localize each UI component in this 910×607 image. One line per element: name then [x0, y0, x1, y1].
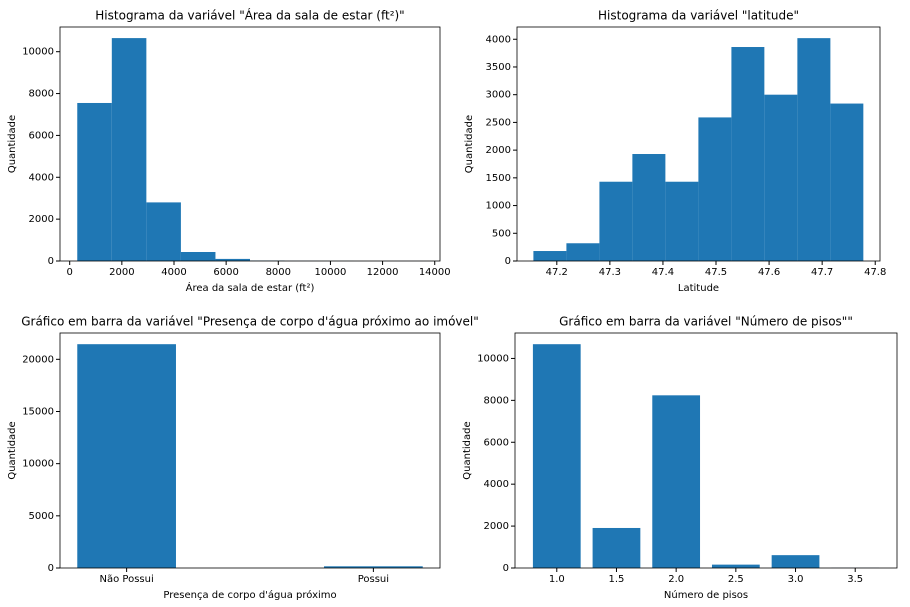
y-tick-label: 5000	[29, 511, 54, 522]
bar	[111, 38, 147, 262]
x-tick-label: 3.0	[788, 574, 804, 585]
x-tick-label: 2000	[109, 267, 134, 278]
x-tick-label: 14000	[419, 267, 451, 278]
bar	[698, 117, 732, 261]
y-tick-label: 1500	[486, 173, 511, 184]
chart-title: Histograma da variável "latitude"	[598, 9, 799, 23]
y-tick-label: 2000	[29, 214, 54, 225]
y-tick-label: 0	[48, 563, 54, 574]
y-tick-label: 15000	[22, 406, 54, 417]
bar	[324, 566, 423, 568]
bar	[533, 251, 567, 261]
x-tick-label: 47.7	[811, 267, 833, 278]
y-tick-label: 2000	[486, 145, 511, 156]
bar	[731, 47, 765, 262]
y-tick-label: 8000	[484, 395, 509, 406]
plot-frame	[514, 332, 898, 569]
x-tick-label: 4000	[161, 267, 186, 278]
y-tick-label: 10000	[477, 353, 509, 364]
bar	[566, 243, 600, 261]
bar	[711, 564, 760, 568]
bar	[632, 154, 666, 261]
y-tick-label: 0	[48, 256, 54, 267]
bar	[532, 344, 581, 568]
y-tick-label: 2500	[486, 117, 511, 128]
y-tick-label: 10000	[22, 459, 54, 470]
x-tick-label: 47.4	[652, 267, 674, 278]
y-tick-label: 3000	[486, 90, 511, 101]
bar	[77, 102, 112, 261]
y-tick-label: 20000	[22, 354, 54, 365]
x-tick-label: 1.0	[549, 574, 565, 585]
x-axis-label: Latitude	[678, 283, 719, 294]
y-tick-label: 6000	[29, 130, 54, 141]
bar	[797, 38, 831, 262]
bar	[764, 94, 798, 262]
x-tick-label: 12000	[367, 267, 399, 278]
x-tick-label: 10000	[315, 267, 347, 278]
y-tick-label: 0	[503, 563, 509, 574]
x-axis-label: Área da sala de estar (ft²)	[186, 281, 315, 294]
plot-frame	[516, 26, 881, 262]
y-tick-label: 4000	[484, 479, 509, 490]
x-tick-label: 47.2	[546, 267, 568, 278]
y-tick-label: 4000	[486, 34, 511, 45]
chart-title: Histograma da variável "Área da sala de …	[95, 8, 404, 23]
chart-title: Gráfico em barra da variável "Presença d…	[21, 315, 479, 329]
y-axis-label: Quantidade	[462, 421, 473, 479]
x-axis-label: Presença de corpo d'água próximo	[163, 589, 336, 601]
y-tick-label: 3500	[486, 62, 511, 73]
x-tick-label: Não Possui	[100, 574, 154, 585]
x-tick-label: 47.8	[864, 267, 886, 278]
y-axis-label: Quantidade	[464, 115, 475, 173]
bar	[180, 252, 216, 261]
y-axis-label: Quantidade	[7, 421, 18, 479]
y-tick-label: 2000	[484, 521, 509, 532]
x-tick-label: 47.5	[705, 267, 727, 278]
y-axis-label: Quantidade	[7, 115, 18, 173]
bar	[599, 181, 633, 261]
y-tick-label: 1000	[486, 201, 511, 212]
y-tick-label: 10000	[22, 47, 54, 58]
bar	[146, 202, 181, 261]
x-tick-label: 47.3	[599, 267, 621, 278]
y-tick-label: 6000	[484, 437, 509, 448]
bar	[830, 103, 864, 262]
plot-frame	[59, 26, 441, 262]
y-tick-label: 8000	[29, 89, 54, 100]
x-tick-label: 0	[67, 267, 73, 278]
bar	[215, 258, 250, 261]
x-tick-label: 1.5	[609, 574, 625, 585]
x-tick-label: Possui	[358, 574, 389, 585]
y-tick-label: 500	[492, 228, 511, 239]
chart-title: Gráfico em barra da variável "Número de …	[559, 315, 853, 329]
x-tick-label: 6000	[213, 267, 238, 278]
x-tick-label: 2.0	[668, 574, 684, 585]
bar	[592, 527, 641, 568]
x-tick-label: 2.5	[728, 574, 744, 585]
bar	[771, 555, 820, 568]
x-tick-label: 8000	[266, 267, 291, 278]
plot-frame	[59, 332, 441, 569]
x-axis-label: Número de pisos	[664, 589, 748, 601]
bar	[652, 395, 701, 568]
x-tick-label: 47.6	[758, 267, 780, 278]
y-tick-label: 0	[505, 256, 511, 267]
bar	[665, 181, 699, 261]
y-tick-label: 4000	[29, 172, 54, 183]
bar	[77, 344, 176, 568]
x-tick-label: 3.5	[847, 574, 863, 585]
